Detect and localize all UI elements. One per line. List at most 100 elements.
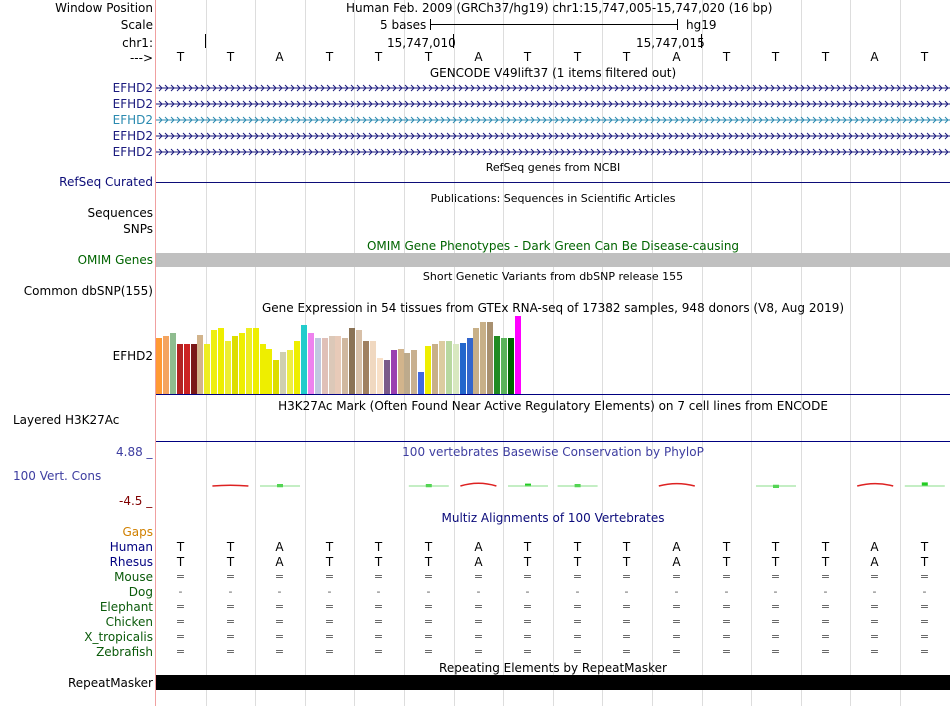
gtex-track-title[interactable]: Gene Expression in 54 tissues from GTEx … bbox=[261, 301, 845, 315]
gtex-tissue-bar[interactable] bbox=[369, 341, 376, 394]
gencode-transcript[interactable] bbox=[156, 97, 950, 111]
gtex-bar-chart[interactable] bbox=[156, 316, 950, 394]
gtex-tissue-bar[interactable] bbox=[452, 344, 459, 394]
multiz-species-label[interactable]: Rhesus bbox=[109, 555, 153, 569]
gencode-transcript[interactable] bbox=[156, 145, 950, 159]
publications-track-title[interactable]: Publications: Sequences in Scientific Ar… bbox=[430, 192, 676, 205]
gtex-tissue-bar[interactable] bbox=[480, 322, 487, 394]
gtex-tissue-bar[interactable] bbox=[294, 341, 300, 394]
multiz-species-label[interactable]: Mouse bbox=[114, 570, 153, 584]
gtex-tissue-bar[interactable] bbox=[507, 338, 514, 394]
gtex-tissue-bar[interactable] bbox=[314, 338, 321, 394]
multiz-species-label[interactable]: Human bbox=[109, 540, 153, 554]
multiz-base: = bbox=[721, 615, 732, 628]
gtex-tissue-bar[interactable] bbox=[156, 338, 162, 394]
gtex-tissue-bar[interactable] bbox=[176, 344, 183, 394]
gencode-track-label[interactable]: EFHD2 bbox=[112, 113, 153, 127]
gtex-tissue-bar[interactable] bbox=[438, 341, 445, 394]
gencode-track-label[interactable]: EFHD2 bbox=[112, 81, 153, 95]
repeatmasker-label[interactable]: RepeatMasker bbox=[67, 676, 153, 690]
gtex-tissue-bar[interactable] bbox=[307, 333, 314, 394]
omim-gene-bar[interactable] bbox=[156, 253, 950, 267]
multiz-base: T bbox=[226, 555, 235, 569]
multiz-species-label[interactable]: Chicken bbox=[105, 615, 153, 629]
dbsnp-track-title[interactable]: Short Genetic Variants from dbSNP releas… bbox=[422, 270, 684, 283]
refseq-label[interactable]: RefSeq Curated bbox=[59, 175, 153, 189]
gtex-tissue-bar[interactable] bbox=[321, 338, 328, 394]
gencode-track-label[interactable]: EFHD2 bbox=[112, 97, 153, 111]
gtex-tissue-bar[interactable] bbox=[259, 344, 266, 394]
gtex-tissue-bar[interactable] bbox=[273, 360, 280, 394]
dbsnp-label[interactable]: Common dbSNP(155) bbox=[23, 284, 153, 298]
gtex-tissue-bar[interactable] bbox=[445, 341, 452, 394]
gtex-tissue-bar[interactable] bbox=[390, 350, 397, 394]
multiz-track-title[interactable]: Multiz Alignments of 100 Vertebrates bbox=[441, 511, 665, 525]
gtex-tissue-bar[interactable] bbox=[363, 341, 369, 394]
gtex-tissue-bar[interactable] bbox=[342, 338, 349, 394]
gtex-tissue-bar[interactable] bbox=[494, 336, 501, 394]
gtex-tissue-bar[interactable] bbox=[418, 372, 425, 394]
gtex-tissue-bar[interactable] bbox=[466, 338, 473, 394]
gtex-tissue-bar[interactable] bbox=[514, 316, 521, 394]
gtex-tissue-bar[interactable] bbox=[432, 344, 438, 394]
gtex-tissue-bar[interactable] bbox=[211, 330, 218, 394]
gtex-tissue-bar[interactable] bbox=[397, 349, 404, 394]
gtex-tissue-bar[interactable] bbox=[328, 336, 335, 394]
gtex-label[interactable]: EFHD2 bbox=[112, 349, 153, 363]
gencode-transcript[interactable] bbox=[156, 129, 950, 143]
multiz-species-label[interactable]: Zebrafish bbox=[96, 645, 153, 659]
gtex-tissue-bar[interactable] bbox=[287, 350, 294, 394]
omim-label[interactable]: OMIM Genes bbox=[77, 253, 153, 267]
gtex-tissue-bar[interactable] bbox=[231, 336, 238, 394]
gtex-tissue-bar[interactable] bbox=[473, 328, 480, 394]
gtex-tissue-bar[interactable] bbox=[252, 328, 259, 394]
gtex-tissue-bar[interactable] bbox=[183, 344, 190, 394]
gtex-tissue-bar[interactable] bbox=[190, 344, 197, 394]
gtex-tissue-bar[interactable] bbox=[487, 322, 494, 394]
gtex-tissue-bar[interactable] bbox=[411, 350, 418, 394]
gencode-track-label[interactable]: EFHD2 bbox=[112, 129, 153, 143]
publications-snps-label[interactable]: SNPs bbox=[123, 222, 153, 236]
multiz-base: - bbox=[823, 585, 828, 598]
gtex-tissue-bar[interactable] bbox=[238, 333, 245, 394]
gencode-track-title[interactable]: GENCODE V49lift37 (1 items filtered out) bbox=[429, 66, 677, 80]
gencode-track-label[interactable]: EFHD2 bbox=[112, 145, 153, 159]
publications-sequences-label[interactable]: Sequences bbox=[87, 206, 153, 220]
repeatmasker-track-title[interactable]: Repeating Elements by RepeatMasker bbox=[439, 661, 667, 675]
gtex-tissue-bar[interactable] bbox=[162, 336, 169, 394]
gtex-tissue-bar[interactable] bbox=[404, 353, 411, 394]
gtex-tissue-bar[interactable] bbox=[300, 325, 307, 394]
phylop-track-title[interactable]: 100 vertebrates Basewise Conservation by… bbox=[402, 445, 704, 459]
gtex-tissue-bar[interactable] bbox=[169, 333, 176, 394]
phylop-label[interactable]: 100 Vert. Cons bbox=[13, 469, 102, 483]
h3k27ac-track-title[interactable]: H3K27Ac Mark (Often Found Near Active Re… bbox=[278, 399, 828, 413]
gtex-tissue-bar[interactable] bbox=[245, 328, 252, 394]
gtex-tissue-bar[interactable] bbox=[266, 349, 273, 394]
phylop-wiggle[interactable] bbox=[156, 470, 950, 500]
multiz-species-label[interactable]: X_tropicalis bbox=[84, 630, 153, 644]
gtex-tissue-bar[interactable] bbox=[218, 328, 225, 394]
gtex-tissue-bar[interactable] bbox=[197, 335, 204, 394]
multiz-species-label[interactable]: Dog bbox=[128, 585, 153, 599]
gtex-tissue-bar[interactable] bbox=[383, 360, 390, 394]
refseq-gene-line[interactable] bbox=[156, 182, 950, 183]
gtex-tissue-bar[interactable] bbox=[356, 330, 363, 394]
gtex-tissue-bar[interactable] bbox=[335, 336, 342, 394]
gaps-label[interactable]: Gaps bbox=[122, 525, 153, 539]
gtex-tissue-bar[interactable] bbox=[459, 343, 466, 394]
gencode-transcript[interactable] bbox=[156, 113, 950, 127]
multiz-base: = bbox=[373, 630, 384, 643]
gtex-tissue-bar[interactable] bbox=[501, 338, 507, 394]
gtex-tissue-bar[interactable] bbox=[349, 328, 356, 394]
gtex-tissue-bar[interactable] bbox=[376, 358, 383, 394]
omim-track-title[interactable]: OMIM Gene Phenotypes - Dark Green Can Be… bbox=[366, 239, 740, 253]
gtex-tissue-bar[interactable] bbox=[225, 341, 231, 394]
multiz-species-label[interactable]: Elephant bbox=[99, 600, 153, 614]
gtex-tissue-bar[interactable] bbox=[425, 346, 432, 394]
refseq-track-title[interactable]: RefSeq genes from NCBI bbox=[485, 161, 621, 174]
h3k27ac-label[interactable]: Layered H3K27Ac bbox=[13, 413, 120, 427]
gencode-transcript[interactable] bbox=[156, 81, 950, 95]
gtex-tissue-bar[interactable] bbox=[204, 344, 211, 394]
repeatmasker-block[interactable] bbox=[156, 675, 950, 690]
gtex-tissue-bar[interactable] bbox=[280, 352, 287, 394]
